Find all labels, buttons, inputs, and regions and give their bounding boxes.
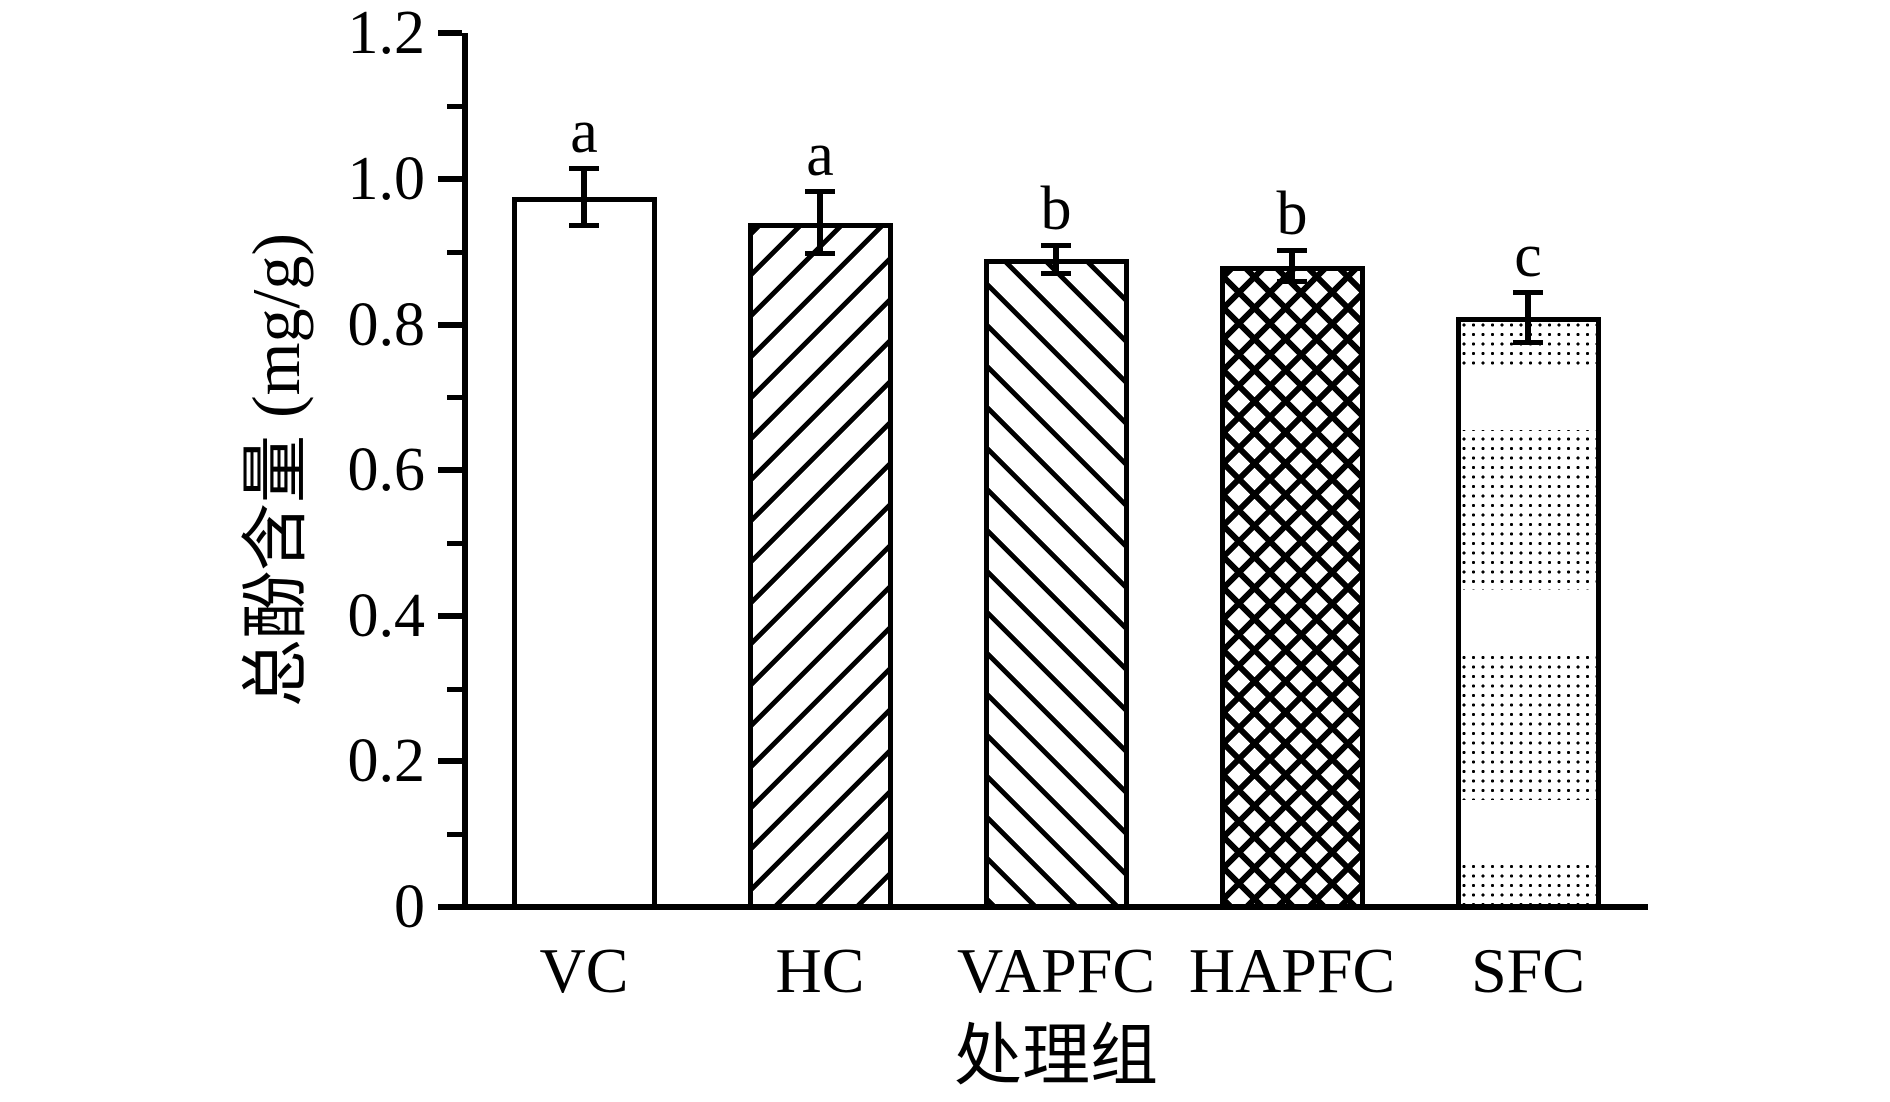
sig-letter-vc: a <box>570 98 598 167</box>
x-tick-label-vapfc: VAPFC <box>956 935 1156 1006</box>
y-major-tick <box>438 321 462 328</box>
y-minor-tick <box>447 541 462 546</box>
y-tick-label: 1.0 <box>347 145 426 213</box>
error-cap-bottom-vc <box>569 223 599 229</box>
y-major-tick <box>438 904 462 910</box>
error-cap-bottom-hc <box>805 250 835 256</box>
y-major-tick <box>438 30 462 37</box>
error-cap-top-hc <box>805 189 835 195</box>
sig-letter-hapfc: b <box>1276 180 1308 249</box>
bar-hapfc <box>1219 266 1365 910</box>
x-tick-label-vc: VC <box>539 935 629 1006</box>
error-cap-top-vapfc <box>1041 242 1071 248</box>
y-major-tick <box>438 612 462 619</box>
y-minor-tick <box>447 104 462 110</box>
y-major-tick <box>438 176 462 182</box>
error-cap-top-sfc <box>1513 289 1543 295</box>
bar-sfc <box>1455 317 1601 910</box>
error-cap-top-vc <box>569 166 599 172</box>
error-bar-hc <box>817 191 823 254</box>
y-tick-label: 0.4 <box>347 581 426 650</box>
bar-hc <box>747 222 893 910</box>
y-minor-tick <box>447 832 462 838</box>
x-tick-label-hapfc: HAPFC <box>1188 935 1396 1006</box>
y-minor-tick <box>447 249 462 255</box>
error-bar-hapfc <box>1289 250 1295 283</box>
y-major-tick <box>438 758 462 765</box>
y-tick-label: 0 <box>394 873 425 941</box>
y-tick-label: 0.6 <box>347 436 426 505</box>
error-cap-bottom-vapfc <box>1041 270 1071 276</box>
sig-letter-hc: a <box>806 121 834 190</box>
error-cap-bottom-sfc <box>1513 339 1543 345</box>
sig-letter-sfc: c <box>1514 221 1542 290</box>
error-cap-top-hapfc <box>1277 248 1307 254</box>
x-axis-spine <box>462 904 1648 910</box>
y-tick-label: 0.8 <box>347 290 426 359</box>
y-minor-tick <box>447 686 462 692</box>
bar-vc <box>511 197 657 910</box>
y-tick-label: 1.2 <box>347 0 426 68</box>
y-tick-label: 0.2 <box>347 727 426 796</box>
sig-letter-vapfc: b <box>1040 174 1072 243</box>
bar-vapfc <box>983 259 1129 910</box>
x-tick-label-sfc: SFC <box>1471 935 1585 1006</box>
error-cap-bottom-hapfc <box>1277 279 1307 285</box>
error-bar-sfc <box>1525 291 1531 343</box>
x-axis-title: 处理组 <box>953 1018 1158 1094</box>
y-major-tick <box>438 467 462 474</box>
x-tick-label-hc: HC <box>775 935 865 1006</box>
error-bar-vc <box>581 168 587 227</box>
error-bar-vapfc <box>1053 244 1059 274</box>
y-axis-spine <box>462 33 468 910</box>
y-minor-tick <box>447 395 462 401</box>
